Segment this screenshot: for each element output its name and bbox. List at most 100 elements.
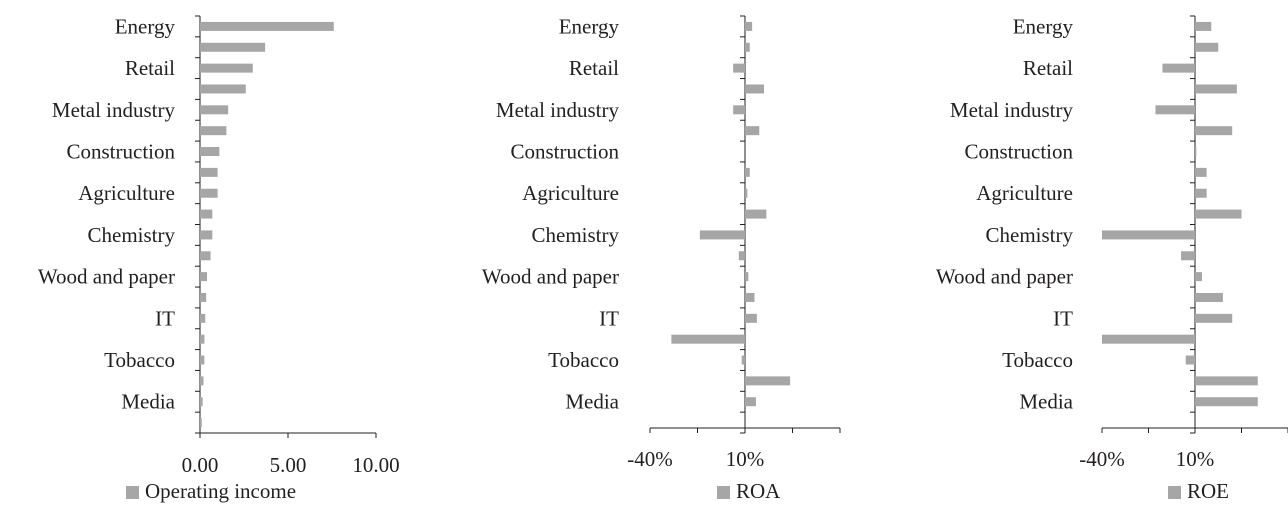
bar [745, 272, 749, 282]
bar [200, 334, 205, 344]
bar [745, 84, 764, 94]
category-label: Chemistry [88, 223, 176, 247]
category-label: Tobacco [1002, 348, 1073, 372]
bar [200, 42, 266, 52]
bar [200, 167, 218, 177]
bar [200, 355, 205, 365]
bar [1195, 84, 1237, 94]
bar [1195, 188, 1207, 198]
bar [745, 209, 767, 219]
legend-swatch [717, 486, 730, 499]
bar [200, 188, 218, 198]
legend: ROA [717, 479, 781, 503]
category-label: Chemistry [532, 223, 620, 247]
bar [733, 105, 745, 115]
bar [200, 84, 246, 94]
category-label: Wood and paper [482, 265, 619, 289]
category-label: Construction [67, 140, 176, 164]
bar [1195, 376, 1258, 386]
bar [1195, 126, 1233, 136]
legend-label: ROE [1187, 479, 1229, 503]
bar [745, 313, 757, 323]
bar [745, 126, 760, 136]
bar [671, 334, 745, 344]
category-label: Chemistry [986, 223, 1074, 247]
bar [745, 397, 756, 407]
category-label: Construction [965, 140, 1074, 164]
chart-panel-2: Energy Retail Metal industry Construction Ag… [482, 14, 841, 503]
category-label: Wood and paper [936, 265, 1073, 289]
bar [745, 21, 753, 31]
bar [200, 147, 220, 157]
category-label: Metal industry [950, 98, 1074, 122]
category-label: Agriculture [976, 181, 1073, 205]
bar [1195, 209, 1242, 219]
bar [1155, 105, 1195, 115]
bar [1185, 355, 1195, 365]
bar [1102, 334, 1195, 344]
bar [745, 292, 755, 302]
category-label: IT [155, 306, 175, 330]
category-label: Energy [559, 14, 620, 38]
category-label: Energy [1013, 14, 1074, 38]
bar [1195, 42, 1219, 52]
legend-swatch [1168, 486, 1181, 499]
bar [200, 209, 213, 219]
category-label: Media [565, 390, 619, 414]
bar [1195, 167, 1207, 177]
bar [1195, 292, 1223, 302]
category-label: Retail [125, 56, 175, 80]
bar [200, 63, 253, 73]
bar [200, 418, 202, 428]
bar [745, 42, 750, 52]
category-label: Agriculture [522, 181, 619, 205]
category-label: IT [1053, 306, 1073, 330]
category-label: Tobacco [548, 348, 619, 372]
bar [200, 105, 229, 115]
category-label: Metal industry [52, 98, 176, 122]
legend-label: ROA [736, 479, 781, 503]
bar [200, 376, 204, 386]
bar [200, 272, 208, 282]
bar [745, 167, 750, 177]
bar [745, 188, 748, 198]
category-label: Construction [511, 140, 620, 164]
category-label: IT [599, 306, 619, 330]
bar [200, 230, 213, 240]
bar [745, 376, 791, 386]
legend-swatch [126, 486, 139, 499]
bar [1195, 397, 1258, 407]
legend: ROE [1168, 479, 1229, 503]
tick-label: 10% [1176, 447, 1215, 471]
tick-label: 0.00 [182, 453, 219, 477]
tick-label: 10.00 [352, 453, 399, 477]
bar [200, 251, 211, 261]
bar [738, 251, 745, 261]
bar [1195, 147, 1197, 157]
category-label: Retail [1023, 56, 1073, 80]
category-label: Media [1019, 390, 1073, 414]
legend: Operating income [126, 479, 296, 503]
bar [1102, 230, 1195, 240]
chart-panel-3: Energy Retail Metal industry Construction Ag… [936, 14, 1288, 503]
category-label: Retail [569, 56, 619, 80]
bar [733, 63, 745, 73]
bar [200, 292, 207, 302]
bar [1195, 313, 1233, 323]
bar [741, 355, 745, 365]
category-label: Tobacco [104, 348, 175, 372]
category-label: Wood and paper [38, 265, 175, 289]
bar [1162, 63, 1195, 73]
category-label: Media [121, 390, 175, 414]
bar [1181, 251, 1195, 261]
category-label: Energy [115, 14, 176, 38]
bar [200, 21, 334, 31]
tick-label: 5.00 [270, 453, 307, 477]
category-label: Metal industry [496, 98, 620, 122]
bar [1195, 21, 1212, 31]
bar [699, 230, 745, 240]
tick-label: -40% [1079, 447, 1125, 471]
bar [1195, 272, 1202, 282]
category-label: Agriculture [78, 181, 175, 205]
